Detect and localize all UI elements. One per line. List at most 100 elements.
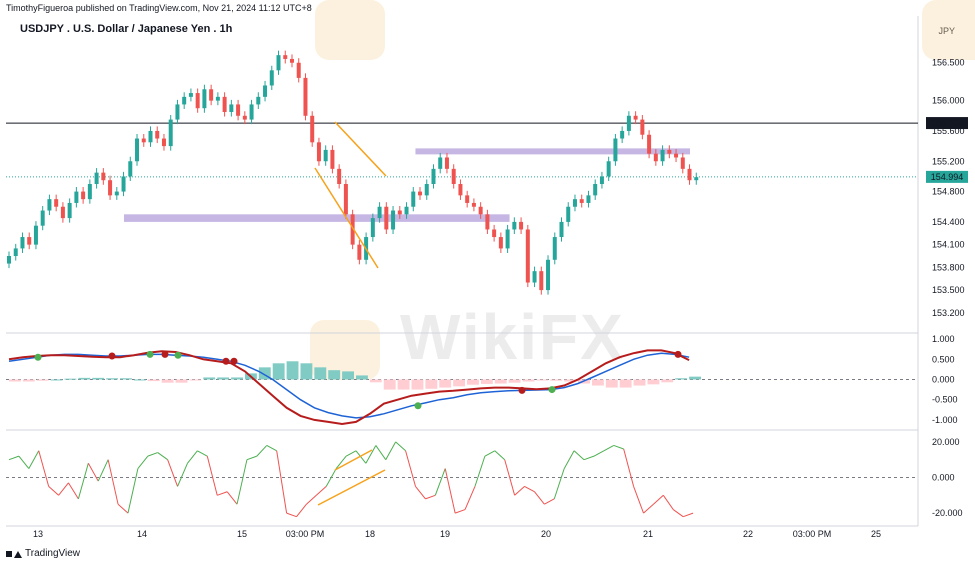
oscillator-segment [415, 486, 426, 500]
oscillator-segment [573, 450, 585, 461]
time-tick-label: 22 [743, 529, 753, 539]
candle-body [209, 89, 214, 101]
macd-cross-dot [518, 386, 526, 394]
candle-body [471, 202, 476, 207]
macd-histogram-bar [522, 379, 535, 382]
oscillator-segment [405, 450, 416, 487]
oscillator-segment [68, 482, 79, 500]
macd-histogram-bar [633, 379, 646, 386]
macd-tick-label: 0.500 [932, 354, 955, 364]
oscillator-segment [77, 463, 89, 499]
candle-body [546, 259, 551, 291]
pattern-line [317, 469, 386, 506]
macd-histogram-bar [203, 377, 216, 380]
oscillator-segment [464, 486, 476, 510]
candle-body [674, 153, 679, 158]
macd-histogram-bar [258, 367, 271, 380]
candle-body [525, 229, 530, 283]
horizontal-line-price-tag [926, 117, 968, 130]
candle-body [54, 199, 59, 207]
candle-body [532, 271, 537, 283]
macd-histogram-bar [22, 379, 35, 382]
macd-histogram-bar [356, 375, 368, 380]
oscillator-segment [524, 485, 535, 493]
macd-histogram-bar [591, 379, 604, 386]
candle-body [498, 237, 503, 249]
last-price-tag [926, 170, 968, 183]
price-tick-label: 155.200 [932, 156, 965, 166]
macd-histogram-bar [647, 379, 660, 385]
oscillator-segment [256, 445, 268, 457]
oscillator-segment [454, 509, 466, 514]
macd-histogram-bar [453, 379, 466, 387]
candle-body [384, 206, 389, 230]
oscillator-segment [306, 494, 317, 505]
candle-body [114, 191, 119, 196]
oscillator-segment [87, 463, 99, 482]
macd-histogram-bar [661, 379, 674, 383]
candle-body [593, 184, 598, 196]
price-tick-label: 154.800 [932, 187, 965, 197]
candle-body [222, 96, 227, 112]
oscillator-segment [236, 459, 248, 505]
macd-histogram-bar [217, 377, 230, 380]
candle-body [94, 172, 99, 184]
candle-body [316, 142, 321, 162]
candle-body [242, 115, 247, 120]
oscillator-tick-label: 20.000 [932, 437, 960, 447]
oscillator-segment [18, 455, 30, 469]
candle-body [215, 96, 220, 101]
macd-histogram-bar [605, 379, 618, 388]
oscillator-segment [58, 482, 69, 496]
oscillator-segment [395, 441, 406, 452]
candle-body [195, 93, 200, 109]
candle-body [370, 218, 375, 238]
oscillator-segment [107, 459, 119, 505]
tradingview-footer[interactable]: TradingView [6, 548, 80, 559]
macd-tick-label: -0.500 [932, 395, 958, 405]
macd-cross-dot [230, 357, 238, 365]
price-tick-label: 153.800 [932, 262, 965, 272]
macd-cross-dot [161, 350, 169, 358]
candle-body [87, 184, 92, 200]
macd-histogram-bar [9, 379, 21, 382]
macd-cross-dot [146, 350, 154, 358]
macd-histogram-bar [550, 379, 563, 381]
candle-body [465, 195, 470, 203]
support-resistance-zone [415, 148, 690, 155]
candle-body [438, 157, 443, 169]
pattern-line [334, 121, 387, 177]
candle-body [418, 191, 423, 196]
time-tick-label: 19 [440, 529, 450, 539]
macd-histogram-bar [675, 378, 688, 380]
macd-histogram-bar [508, 379, 521, 383]
candle-body [613, 138, 618, 162]
macd-cross-dot [174, 351, 182, 359]
candle-body [27, 237, 32, 245]
candle-body [60, 206, 65, 219]
oscillator-segment [38, 450, 50, 487]
candle-body [431, 168, 436, 184]
candle-body [647, 134, 652, 154]
candle-body [289, 58, 294, 63]
oscillator-segment [48, 486, 59, 496]
macd-histogram-bar [314, 367, 327, 380]
candle-body [680, 157, 685, 169]
macd-histogram-bar [397, 379, 410, 390]
candle-body [660, 149, 665, 162]
oscillator-segment [375, 445, 387, 460]
time-tick-label: 15 [237, 529, 247, 539]
oscillator-segment [187, 450, 198, 464]
oscillator-segment [504, 459, 516, 496]
macd-cross-dot [548, 386, 556, 394]
macd-tick-label: 1.000 [932, 334, 955, 344]
oscillator-segment [514, 486, 525, 496]
candle-body [323, 149, 328, 162]
candle-body [640, 119, 645, 135]
candle-body [101, 172, 106, 181]
macd-histogram-bar [328, 370, 341, 380]
oscillator-segment [246, 455, 258, 461]
candle-body [188, 93, 193, 97]
candle-body [229, 104, 234, 112]
